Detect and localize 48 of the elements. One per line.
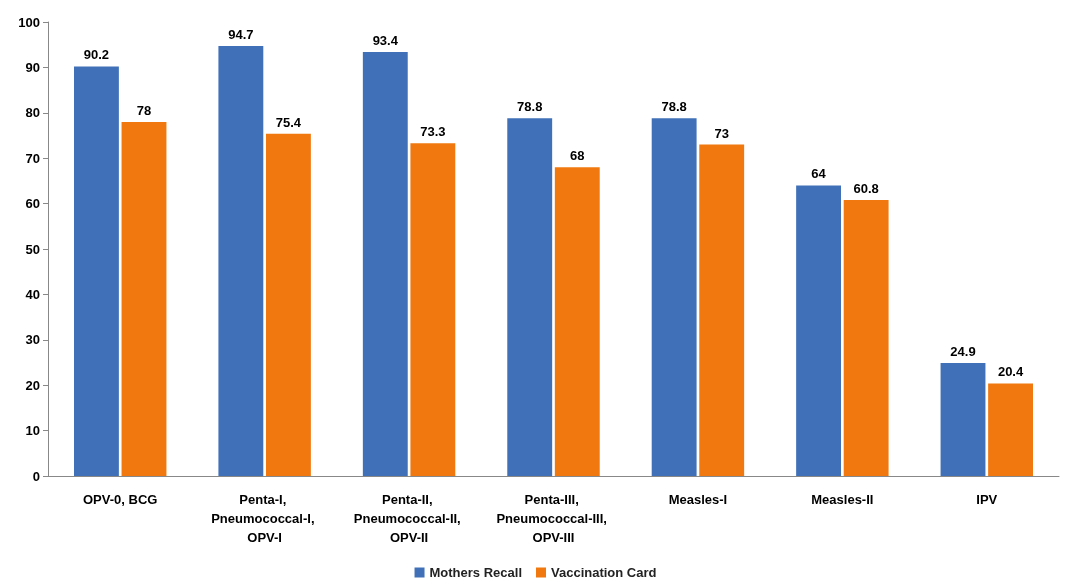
data-label: 68	[570, 148, 585, 164]
x-tick-label: Measles-II	[811, 492, 874, 507]
x-tick-label: OPV-0, BCG	[83, 492, 158, 507]
bar	[265, 133, 311, 476]
bar	[362, 51, 408, 476]
x-tick-label: Penta-II, Pneumococcal-II, OPV-II	[353, 492, 465, 545]
data-label: 24.9	[950, 343, 976, 359]
data-label: 78	[136, 102, 152, 118]
bar	[796, 185, 842, 476]
x-tick-label: Penta-III, Pneumococcal-III, OPV-III	[496, 492, 611, 545]
bar	[651, 118, 697, 476]
bar	[699, 144, 745, 476]
y-tick-label: 0	[32, 468, 40, 484]
y-tick-label: 60	[25, 196, 40, 212]
data-label: 60.8	[853, 180, 879, 196]
legend-label: Vaccination Card	[551, 565, 657, 580]
y-tick-label: 20	[25, 377, 40, 393]
x-tick-label: Measles-I	[668, 492, 728, 507]
y-tick-label: 30	[25, 332, 40, 348]
bar	[940, 362, 986, 476]
x-tick-label: Penta-I, Pneumococcal-I, OPV-I	[211, 492, 319, 545]
legend-label: Mothers Recall	[429, 565, 523, 580]
data-label: 90.2	[83, 47, 110, 63]
bar	[218, 46, 264, 476]
x-tick-label: IPV	[976, 492, 998, 507]
data-label: 64	[811, 166, 827, 182]
y-tick-label: 100	[18, 14, 40, 30]
bar	[121, 121, 167, 476]
y-tick-label: 40	[25, 286, 40, 302]
bar	[988, 383, 1033, 476]
data-label: 93.4	[372, 32, 399, 48]
data-label: 73.3	[420, 124, 446, 140]
y-tick-label: 50	[25, 241, 40, 257]
y-tick-label: 90	[25, 59, 40, 75]
y-tick-label: 80	[25, 105, 40, 121]
bar	[554, 167, 600, 476]
y-tick-label: 10	[25, 423, 40, 439]
data-label: 78.8	[661, 99, 687, 115]
data-label: 75.4	[275, 114, 302, 130]
data-label: 73	[714, 125, 729, 141]
bar	[507, 118, 553, 476]
bar	[843, 199, 889, 476]
y-tick-label: 70	[25, 150, 40, 166]
bar	[74, 66, 119, 476]
bar	[410, 143, 456, 476]
data-label: 94.7	[228, 27, 254, 43]
data-label: 20.4	[997, 364, 1024, 380]
data-label: 78.8	[517, 99, 543, 115]
